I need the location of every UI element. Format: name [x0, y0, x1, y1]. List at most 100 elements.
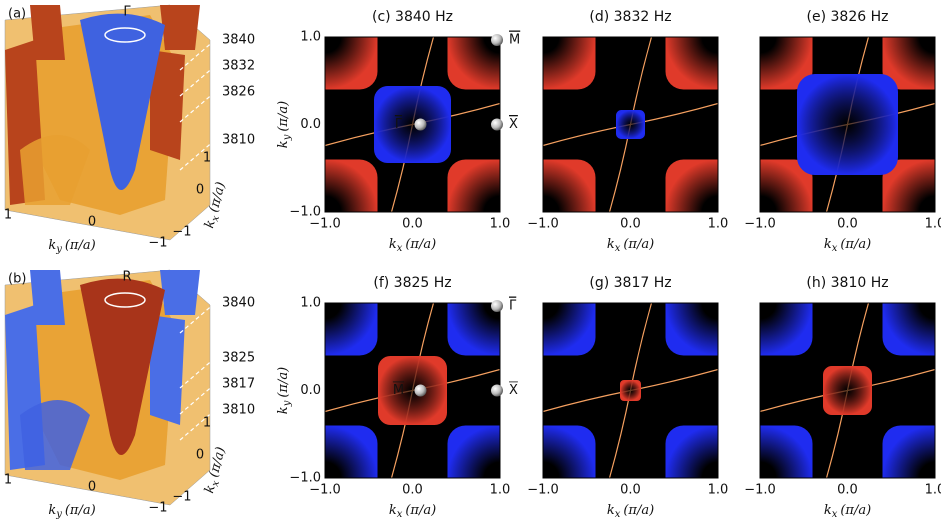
x-tick-label: 0.0	[837, 483, 858, 498]
symmetry-point: R	[122, 270, 131, 285]
level-label: 3832	[222, 59, 255, 74]
kx-tick: 1	[203, 151, 211, 166]
x-tick-label: 0.0	[620, 217, 641, 232]
level-label: 3825	[222, 351, 255, 366]
panel-title: (g) 3817 Hz	[589, 275, 671, 291]
surface-column	[150, 50, 185, 160]
symmetry-point: Γ	[123, 5, 131, 20]
corner-pocket	[882, 37, 935, 90]
x-tick-label: 1.0	[708, 217, 729, 232]
axis-symbol: k	[607, 503, 615, 518]
x-tick-label: −1.0	[309, 483, 341, 498]
axis-symbol: k	[48, 238, 56, 253]
axis-symbol: k	[202, 483, 219, 495]
level-line	[179, 302, 216, 334]
rotation-arrow	[104, 292, 146, 308]
y-tick-label: 0.0	[300, 383, 321, 398]
corner-pocket	[665, 425, 718, 478]
axis-symbol: k	[276, 140, 291, 148]
corner-pocket	[760, 159, 813, 212]
kx-tick: 0	[196, 183, 204, 198]
corner-pocket	[325, 303, 378, 356]
surface-lower	[20, 135, 90, 205]
ky-tick: 1	[4, 208, 12, 223]
surface-column	[30, 270, 65, 325]
axis-unit: (π/a)	[65, 238, 96, 253]
corner-pocket	[447, 303, 500, 356]
ky-tick: 0	[88, 480, 96, 495]
level-line	[179, 409, 216, 441]
symmetry-label: M	[393, 383, 404, 398]
y-tick-label: 1.0	[300, 296, 321, 311]
corner-pocket	[882, 303, 935, 356]
corner-pocket	[325, 425, 378, 478]
center-pocket	[378, 356, 447, 425]
axis-unit: (π/a)	[276, 367, 291, 398]
ky-tick: 1	[4, 473, 12, 488]
level-line	[179, 91, 216, 123]
x-tick-label: 1.0	[708, 483, 729, 498]
axis-subscript: y	[282, 400, 293, 407]
axis-label: ky(π/a)	[48, 238, 95, 255]
x-tick-label: 1.0	[490, 483, 511, 498]
corner-pocket	[882, 425, 935, 478]
corner-pocket	[760, 425, 813, 478]
symmetry-marker	[414, 118, 427, 131]
corner-pocket	[543, 303, 596, 356]
corner-pocket	[760, 37, 813, 90]
axis-symbol: k	[202, 218, 219, 230]
ky-tick: −1	[148, 236, 167, 251]
frame	[542, 36, 719, 213]
corner-pocket	[760, 303, 813, 356]
surface-column	[160, 5, 200, 50]
x-tick-label: −1.0	[527, 483, 559, 498]
x-tick-label: −1.0	[527, 217, 559, 232]
axis-label: kx(π/a)	[607, 237, 654, 254]
axis-subscript: x	[397, 509, 403, 520]
panel-title: (h) 3810 Hz	[806, 275, 888, 291]
symmetry-label: X	[509, 383, 518, 398]
corner-pocket	[447, 159, 500, 212]
kx-tick: −1	[172, 225, 191, 240]
axis-symbol: k	[48, 503, 56, 518]
iso-frequency-map	[325, 37, 500, 212]
symmetry-marker	[491, 34, 503, 46]
corner-pocket	[447, 37, 500, 90]
iso-frequency-map	[760, 37, 935, 212]
x-tick-label: 0.0	[402, 483, 423, 498]
axis-unit: (π/a)	[840, 237, 871, 252]
corner-pocket	[882, 159, 935, 212]
x-tick-label: 0.0	[620, 483, 641, 498]
axis-unit: (π/a)	[405, 503, 436, 518]
panel-label: (a)	[8, 7, 26, 22]
symmetry-label: Γ	[509, 299, 517, 314]
corner-pocket	[665, 159, 718, 212]
x-tick-label: 1.0	[925, 483, 941, 498]
x-tick-label: −1.0	[744, 217, 776, 232]
level-label: 3826	[222, 85, 255, 100]
frame	[759, 302, 936, 479]
level-label: 3840	[222, 296, 255, 311]
panel-title: (f) 3825 Hz	[373, 275, 451, 291]
symmetry-marker	[491, 300, 503, 312]
axis-unit: (π/a)	[276, 101, 291, 132]
x-tick-label: −1.0	[744, 483, 776, 498]
corner-pocket	[325, 37, 378, 90]
iso-frequency-map	[760, 303, 935, 478]
axis-unit: (π/a)	[65, 503, 96, 518]
axis-unit: (π/a)	[840, 503, 871, 518]
axis-label: kx(π/a)	[824, 237, 871, 254]
axis-label: kx(π/a)	[389, 503, 436, 520]
level-line	[179, 65, 216, 97]
ky-tick: 0	[88, 215, 96, 230]
symmetry-marker	[491, 118, 503, 131]
frame	[759, 36, 936, 213]
axis-label: kx(π/a)	[389, 237, 436, 254]
level-line	[179, 139, 216, 171]
corner-pocket	[665, 303, 718, 356]
axis-subscript: y	[55, 244, 62, 255]
axis-subscript: x	[832, 243, 838, 254]
panel-title: (d) 3832 Hz	[589, 9, 671, 25]
panel-label: (b)	[8, 272, 26, 287]
